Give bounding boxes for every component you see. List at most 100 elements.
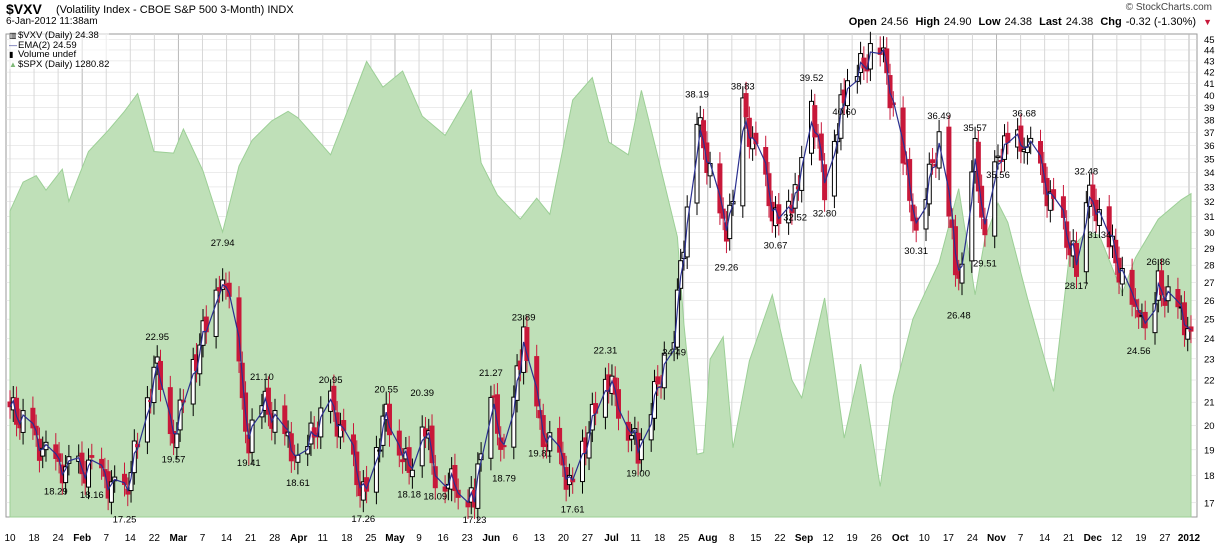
candle-body [1096, 209, 1102, 226]
price-label: 38.83 [731, 81, 755, 92]
x-tick-label: 14 [125, 533, 137, 543]
price-label: 18.79 [492, 474, 516, 485]
candle-body [180, 400, 186, 403]
candle-body [684, 206, 690, 258]
price-label: 19.00 [626, 468, 650, 479]
candle-body [704, 142, 710, 174]
y-tick-label: 24 [1204, 334, 1215, 345]
x-tick-label: 18 [28, 533, 40, 543]
x-tick-label: 16 [438, 533, 450, 543]
x-tick-label: Mar [170, 533, 188, 543]
price-label: 18.09 [423, 492, 447, 503]
x-tick-label: 10 [919, 533, 931, 543]
price-label: 27.94 [211, 238, 235, 249]
candle-body [452, 465, 458, 492]
legend-item-volume[interactable]: ▮ Volume undef [9, 50, 109, 60]
spx-area-series [9, 60, 1192, 518]
price-label: 35.57 [963, 123, 987, 134]
legend-item-overlay[interactable]: ▲$SPX (Daily) 1280.82 [9, 58, 110, 70]
candle-body [272, 410, 278, 433]
candle-body [831, 140, 837, 197]
x-tick-label: 13 [534, 533, 546, 543]
x-tick-label: Dec [1084, 533, 1103, 543]
symbol-description: (Volatility Index - CBOE S&P 500 3-Month… [56, 4, 294, 16]
candle-body [1119, 267, 1125, 285]
x-tick-label: 9 [416, 533, 422, 543]
candle-body [557, 427, 563, 453]
price-label: 18.61 [286, 478, 310, 489]
legend-item-ema[interactable]: —EMA(2) 24.59 [9, 40, 109, 51]
x-tick-label: 15 [750, 533, 762, 543]
price-label: 36.49 [927, 111, 951, 122]
y-tick-label: 35 [1204, 154, 1215, 165]
candle-body [157, 360, 163, 390]
x-tick-label: 19 [1135, 533, 1147, 543]
candle-icon: ▥ [9, 31, 17, 40]
y-tick-label: 28 [1204, 261, 1215, 272]
x-tick-label: 26 [871, 533, 883, 543]
candle-body [655, 376, 661, 385]
candle-body [282, 405, 288, 434]
price-label: 21.27 [479, 368, 503, 379]
x-tick-label: 14 [221, 533, 233, 543]
bars-icon: ▮ [9, 50, 14, 59]
y-tick-label: 44 [1204, 45, 1215, 56]
y-tick-label: 31 [1204, 212, 1215, 223]
x-tick-label: May [385, 533, 405, 543]
candle-body [946, 126, 952, 217]
candle-body [1159, 270, 1165, 296]
price-label: 18.29 [44, 486, 68, 497]
candle-body [167, 387, 173, 435]
price-label: 29.26 [715, 263, 739, 274]
price-label: 32.52 [783, 212, 807, 223]
high-value: 24.90 [943, 16, 972, 28]
x-tick-label: 22 [774, 533, 786, 543]
x-axis: 10 18 24 Feb 7 14 22 Mar 7 14 21 28 Apr 11 18 25 May 9 16 2… [4, 533, 1200, 543]
x-tick-label: 2012 [1178, 533, 1201, 543]
y-tick-label: 27 [1204, 278, 1215, 289]
low-label: Low [978, 16, 1001, 28]
y-tick-label: 41 [1204, 79, 1215, 90]
candle-body [213, 289, 219, 337]
candle-body [844, 80, 850, 107]
price-label: 20.95 [319, 375, 343, 386]
candle-body [135, 444, 141, 448]
price-label: 17.25 [113, 514, 137, 525]
x-tick-label: 27 [582, 533, 594, 543]
price-label: 21.10 [250, 372, 274, 383]
price-label: 18.16 [80, 490, 104, 501]
candle-body [318, 407, 324, 438]
price-label: 28.17 [1065, 281, 1089, 292]
candle-body [923, 199, 929, 230]
x-tick-label: 14 [1039, 533, 1051, 543]
y-tick-label: 21 [1204, 398, 1215, 409]
candle-body [661, 352, 667, 389]
y-tick-label: 22 [1204, 376, 1215, 387]
legend-item-main[interactable]: ▥$VXV (Daily) 24.38 [9, 31, 109, 41]
price-label: 40.60 [832, 107, 856, 118]
candle-body [203, 316, 209, 333]
candle-body [717, 163, 723, 214]
price-label: 19.41 [237, 458, 261, 469]
legend-overlay-text: $SPX (Daily) 1280.82 [18, 58, 110, 70]
x-tick-label: 21 [245, 533, 257, 543]
y-axis: 17 18 19 20 21 22 23 24 25 26 27 28 29 30 31 32 33 34 35 36… [1204, 35, 1215, 510]
candle-body [20, 410, 26, 433]
price-label: 38.19 [685, 89, 709, 100]
candle-body [799, 157, 805, 191]
brand-link[interactable]: © StockCharts.com [1125, 2, 1212, 13]
y-tick-label: 37 [1204, 128, 1215, 139]
x-tick-label: 7 [103, 533, 109, 543]
candle-body [629, 435, 635, 440]
candle-body [442, 486, 448, 492]
y-tick-label: 30 [1204, 228, 1215, 239]
candle-body [197, 344, 203, 375]
price-label: 18.18 [397, 489, 421, 500]
x-tick-label: Apr [290, 533, 307, 543]
candle-body [341, 420, 347, 431]
price-label: 32.80 [813, 208, 837, 219]
high-label: High [915, 16, 940, 28]
candle-body [524, 327, 530, 361]
price-label: 23.89 [512, 313, 536, 324]
price-label: 29.51 [973, 259, 997, 270]
